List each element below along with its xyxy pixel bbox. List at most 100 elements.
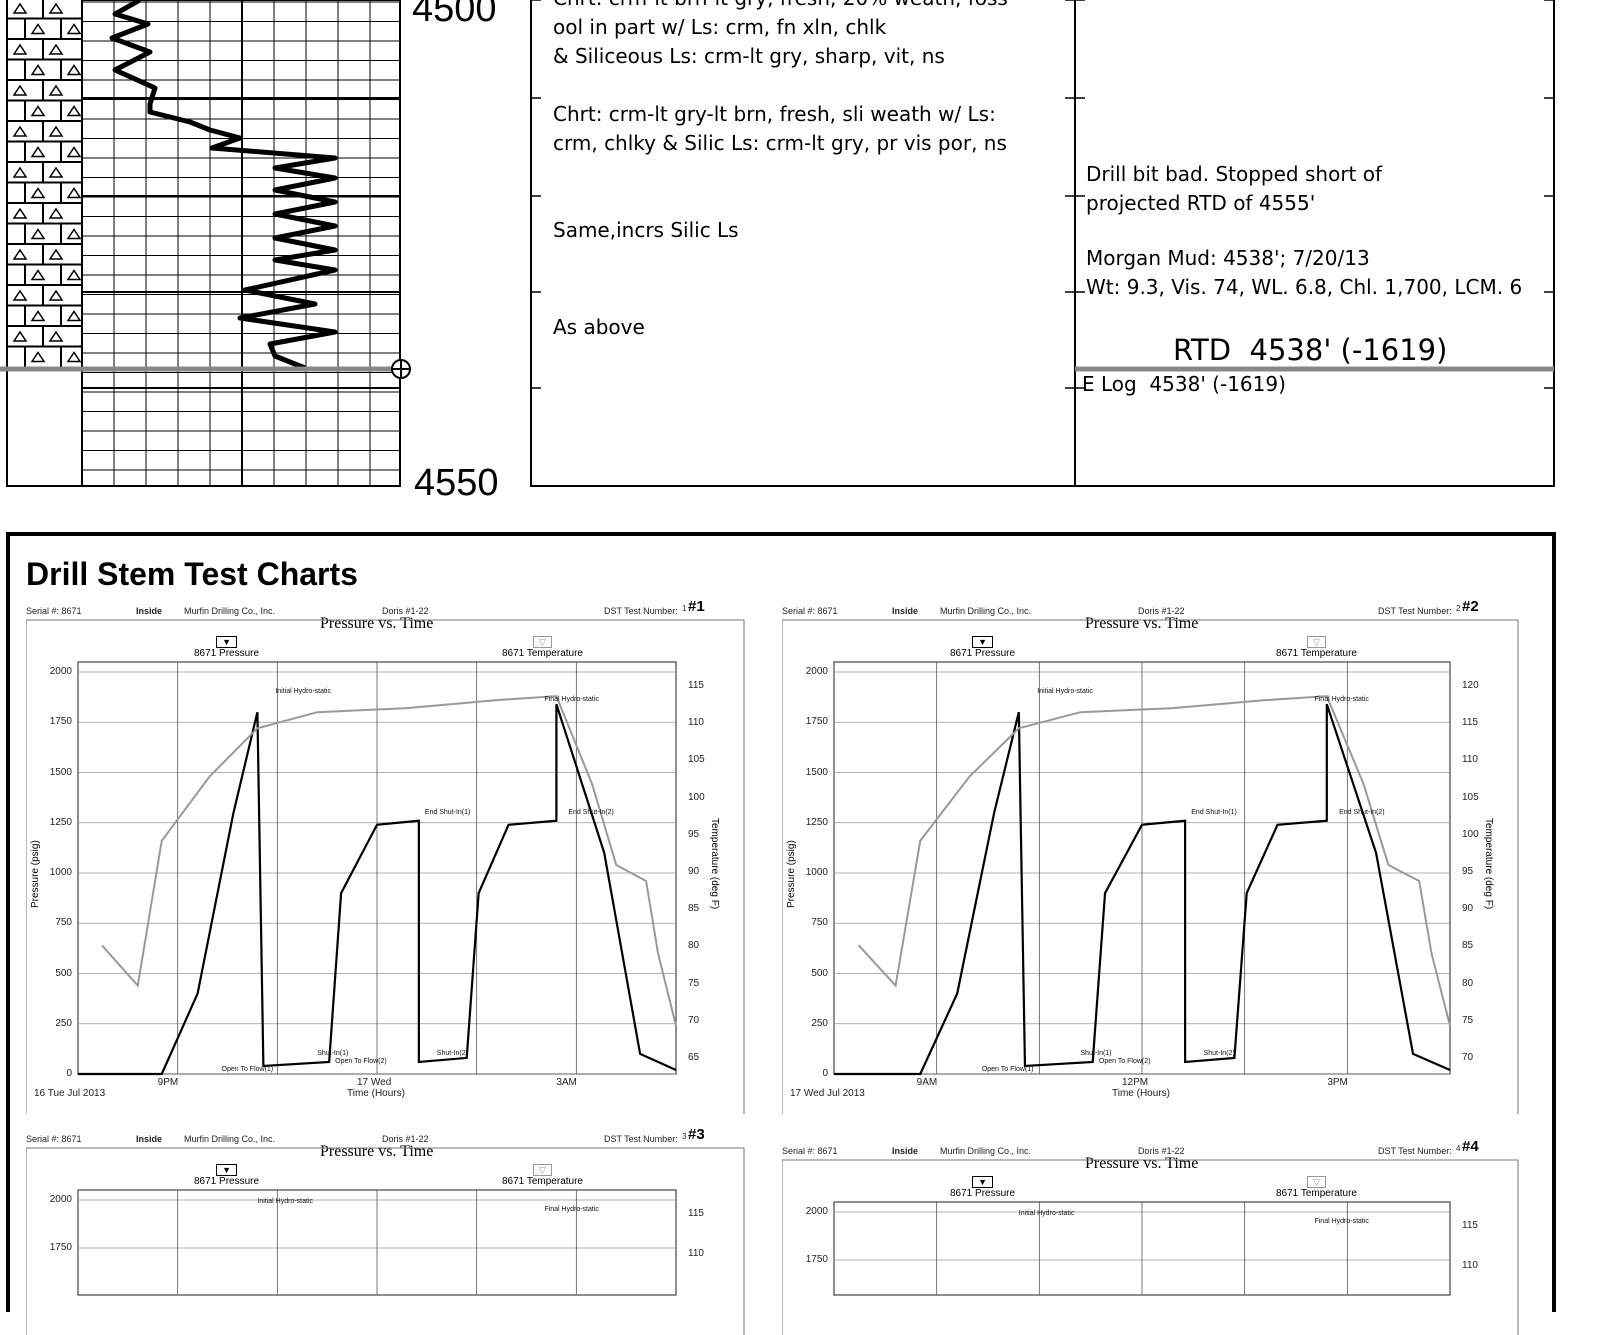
depth-label-top: 4500 — [412, 0, 497, 30]
pressure-tick: 0 — [822, 1068, 828, 1079]
legend-pressure: ▼ 8671 Pressure — [950, 1176, 1015, 1199]
temperature-tick: 115 — [1462, 1220, 1478, 1231]
temperature-tick: 120 — [1462, 680, 1479, 691]
chart-badge: #2 — [1462, 598, 1479, 615]
pressure-axis-label: Pressure (psig) — [30, 840, 41, 908]
time-tick: 9AM — [916, 1077, 938, 1088]
event-annotation: Shut-In(1) — [1080, 1049, 1112, 1057]
pressure-tick: 1750 — [805, 1254, 828, 1265]
pressure-curve — [834, 703, 1451, 1076]
plot-title: Pressure vs. Time — [320, 1143, 434, 1160]
temperature-tick: 100 — [1462, 828, 1479, 840]
pressure-tick: 0 — [66, 1068, 72, 1079]
event-annotation: Shut-In(2) — [1203, 1049, 1235, 1057]
temperature-tick: 70 — [1462, 1052, 1474, 1063]
legend-temperature: ▽ 8671 Temperature — [502, 1164, 583, 1187]
event-annotation: Open To Flow(2) — [335, 1057, 387, 1065]
pressure-axis-label: Pressure (psig) — [786, 840, 797, 908]
pressure-tick: 1750 — [49, 1242, 72, 1253]
pressure-tick: 1250 — [805, 816, 828, 828]
pressure-marker-icon: ▼ — [194, 636, 259, 648]
pressure-tick: 500 — [811, 967, 828, 979]
legend-temperature: ▽ 8671 Temperature — [1276, 1176, 1357, 1199]
serial-number: Serial #: 8671 — [782, 1146, 838, 1156]
pressure-marker-icon: ▼ — [950, 1176, 1015, 1188]
dst-chart-4: Serial #: 8671 Inside Murfin Drilling Co.,… — [782, 1138, 1538, 1335]
temperature-marker-icon: ▽ — [502, 636, 583, 648]
time-axis-label: Time (Hours) — [1112, 1088, 1170, 1099]
plot-area — [26, 619, 745, 1114]
dst-chart-1: Serial #: 8671 Inside Murfin Drilling Co.,… — [26, 598, 764, 1126]
pressure-tick: 1500 — [805, 766, 828, 778]
event-annotation: Final Hydro-static — [1314, 1218, 1369, 1225]
event-annotation: Final Hydro-static — [544, 1206, 599, 1213]
dst-test-label: DST Test Number: — [604, 1134, 678, 1144]
plot-area — [782, 1159, 1519, 1335]
lithology-description: As above — [553, 315, 645, 339]
inside-label: Inside — [892, 1146, 919, 1156]
temperature-tick: 115 — [1462, 717, 1478, 729]
time-tick: 3PM — [1327, 1077, 1348, 1088]
temperature-tick: 65 — [688, 1052, 700, 1063]
pressure-tick: 1750 — [805, 716, 828, 728]
temperature-marker-icon: ▽ — [502, 1164, 583, 1176]
temperature-tick: 85 — [688, 903, 700, 915]
serial-number: Serial #: 8671 — [782, 606, 838, 616]
event-annotation: Initial Hydro-static — [257, 1198, 314, 1205]
pressure-tick: 2000 — [805, 666, 828, 677]
event-annotation: Shut-In(1) — [317, 1049, 349, 1057]
pressure-tick: 250 — [55, 1017, 72, 1029]
temperature-tick: 105 — [1462, 791, 1479, 803]
legend-pressure: ▼ 8671 Pressure — [950, 636, 1015, 659]
temperature-tick: 100 — [688, 791, 705, 803]
temperature-tick: 85 — [1462, 940, 1474, 952]
start-date: 17 Wed Jul 2013 — [790, 1088, 865, 1099]
time-tick: 12PM — [1122, 1077, 1149, 1088]
lithology-description: Chrt: crm-lt gry-lt brn, fresh, sli weat… — [553, 102, 1007, 155]
dst-test-label: DST Test Number: — [1378, 606, 1452, 616]
remark-drill-bit: Drill bit bad. Stopped short of projecte… — [1086, 162, 1383, 215]
temperature-tick: 90 — [1462, 903, 1474, 915]
temperature-curve — [101, 695, 677, 1027]
temperature-tick: 80 — [1462, 977, 1474, 989]
legend-temperature: ▽ 8671 Temperature — [502, 636, 583, 659]
event-annotation: End Shut-In(2) — [568, 808, 614, 816]
elog-label: E Log 4538' (-1619) — [1082, 372, 1286, 396]
inside-label: Inside — [136, 606, 163, 616]
event-annotation: End Shut-In(1) — [1191, 808, 1237, 816]
event-annotation: Open To Flow(1) — [981, 1065, 1034, 1073]
plot-area — [26, 1147, 745, 1335]
pressure-marker-icon: ▼ — [950, 636, 1015, 648]
temperature-tick: 75 — [688, 977, 700, 989]
dst-chart-2: Serial #: 8671 Inside Murfin Drilling Co.,… — [782, 598, 1538, 1136]
plot-title: Pressure vs. Time — [320, 615, 434, 632]
chart-badge: #3 — [688, 1126, 705, 1143]
event-annotation: Final Hydro-static — [1314, 696, 1369, 704]
company-name: Murfin Drilling Co., Inc. — [184, 1134, 276, 1144]
well-name: Doris #1-22 — [1138, 1146, 1185, 1156]
dst-test-label: DST Test Number: — [604, 606, 678, 616]
temperature-curve — [857, 695, 1451, 1027]
event-annotation: Initial Hydro-static — [275, 688, 331, 696]
temperature-tick: 110 — [688, 717, 704, 729]
depth-label-bottom: 4550 — [414, 462, 499, 504]
temperature-tick: 70 — [688, 1014, 700, 1026]
well-name: Doris #1-22 — [382, 1134, 429, 1144]
pressure-tick: 1250 — [49, 816, 72, 828]
pressure-tick: 1500 — [49, 766, 72, 778]
pressure-tick: 750 — [811, 917, 828, 929]
pressure-tick: 1000 — [49, 867, 72, 878]
pressure-tick: 1750 — [49, 716, 72, 728]
legend-pressure-label: 8671 Pressure — [194, 1176, 260, 1187]
log-grid — [0, 0, 1555, 487]
inside-label: Inside — [136, 1134, 163, 1144]
temperature-tick: 95 — [1462, 866, 1474, 877]
event-annotation: End Shut-In(2) — [1339, 808, 1385, 816]
temperature-tick: 95 — [688, 828, 700, 840]
event-annotation: End Shut-In(1) — [424, 808, 471, 816]
lithology-description: Chrt: crm-lt brn-lt gry, fresh, 20% weat… — [553, 0, 1015, 68]
event-annotation: Initial Hydro-static — [1037, 688, 1093, 696]
dst-test-number: 2 — [1456, 604, 1461, 613]
temperature-tick: 110 — [1462, 1260, 1478, 1271]
legend-pressure-label: 8671 Pressure — [950, 1188, 1016, 1199]
